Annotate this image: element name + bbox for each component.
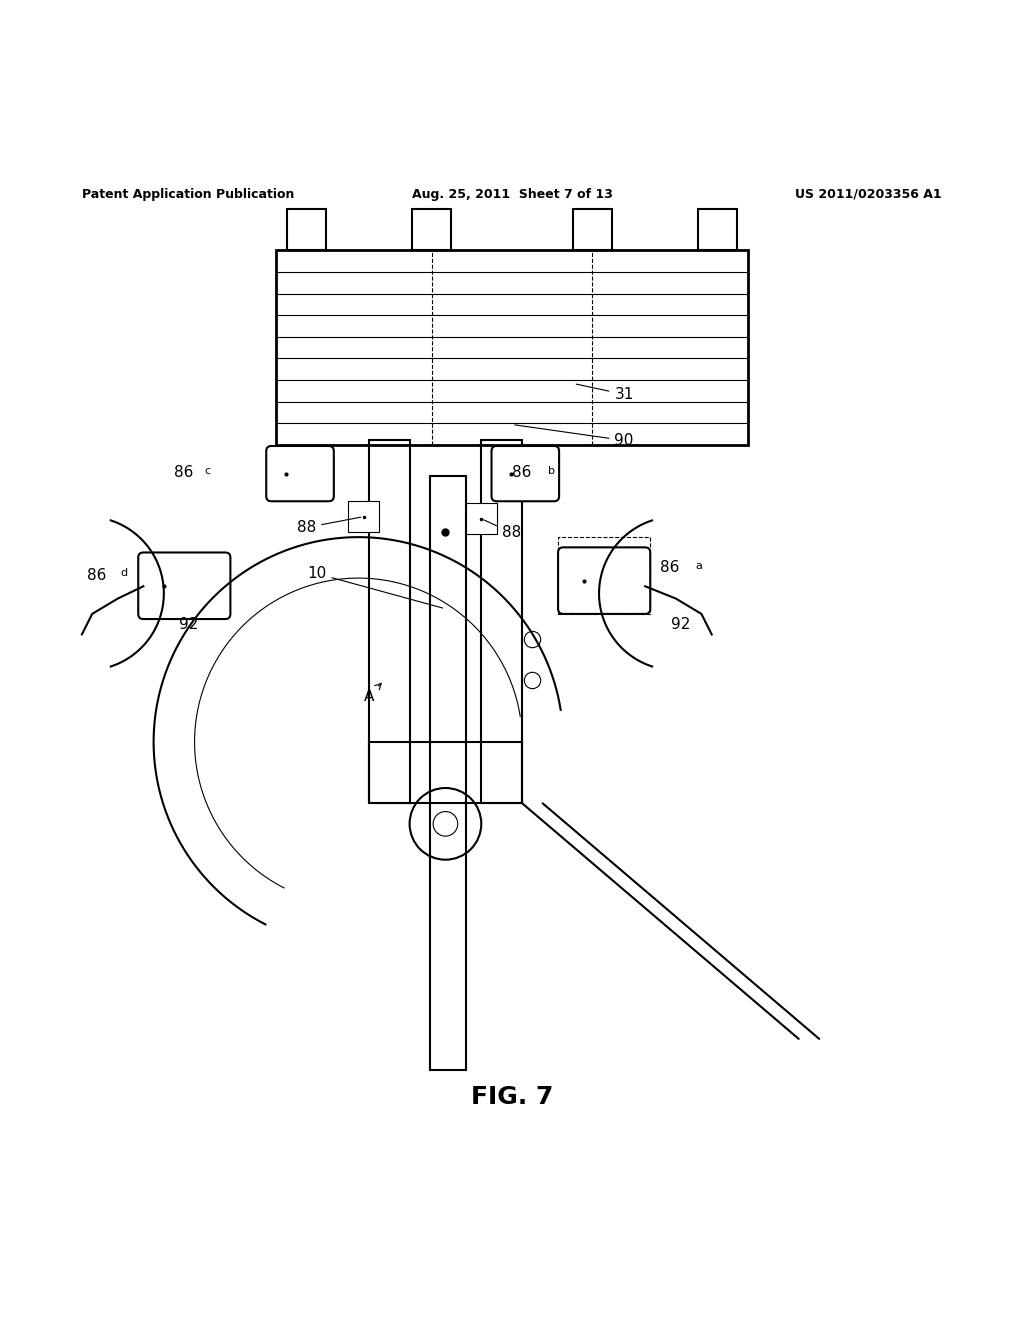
Text: 31: 31 (577, 384, 634, 401)
Bar (276, 251, 748, 445)
Bar (430, 475, 466, 1069)
Text: 88: 88 (297, 517, 360, 535)
Text: 86: 86 (87, 568, 106, 582)
Bar (287, 210, 326, 251)
Bar (481, 440, 522, 804)
Text: 86: 86 (512, 465, 531, 480)
Text: 88: 88 (483, 520, 521, 540)
Text: 10: 10 (307, 566, 442, 609)
Bar (558, 537, 650, 614)
Text: 92: 92 (671, 616, 690, 632)
Bar (413, 210, 452, 251)
Text: A: A (364, 684, 381, 704)
FancyBboxPatch shape (266, 446, 334, 502)
Bar (369, 440, 410, 804)
Text: 90: 90 (515, 425, 634, 447)
FancyBboxPatch shape (492, 446, 559, 502)
Text: 86: 86 (660, 560, 680, 576)
Text: d: d (121, 568, 128, 578)
FancyBboxPatch shape (138, 553, 230, 619)
Text: b: b (548, 466, 555, 475)
Text: Aug. 25, 2011  Sheet 7 of 13: Aug. 25, 2011 Sheet 7 of 13 (412, 187, 612, 201)
Bar (348, 502, 379, 532)
Bar (369, 742, 522, 804)
Bar (466, 503, 497, 535)
Text: a: a (695, 561, 702, 572)
Text: 92: 92 (179, 616, 199, 632)
Text: FIG. 7: FIG. 7 (471, 1085, 553, 1109)
Bar (698, 210, 737, 251)
Text: c: c (205, 466, 211, 475)
Text: US 2011/0203356 A1: US 2011/0203356 A1 (796, 187, 942, 201)
Text: 86: 86 (174, 465, 194, 480)
Bar (572, 210, 611, 251)
Text: Patent Application Publication: Patent Application Publication (82, 187, 294, 201)
FancyBboxPatch shape (558, 548, 650, 614)
